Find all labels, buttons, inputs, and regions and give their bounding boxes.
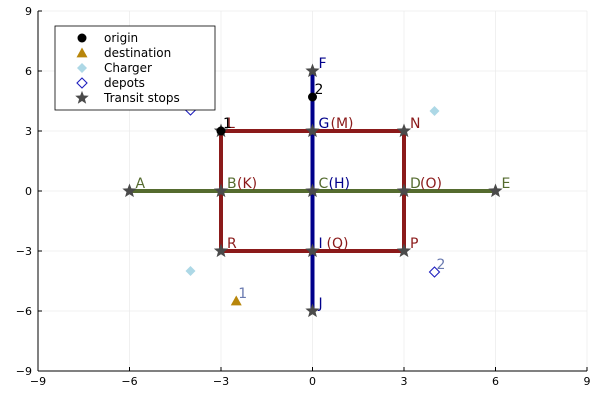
transit-stops-marker bbox=[305, 63, 320, 78]
origin-marker bbox=[308, 92, 317, 102]
stop-label: (Q) bbox=[327, 236, 349, 252]
transit-stops-marker bbox=[305, 303, 320, 318]
point-label: 2 bbox=[437, 257, 446, 273]
stop-label: (M) bbox=[331, 116, 354, 132]
stop-label: (O) bbox=[420, 176, 442, 192]
transit-stops-marker bbox=[305, 123, 320, 138]
y-tick-label: −3 bbox=[16, 245, 32, 258]
x-tick-label: 6 bbox=[492, 375, 499, 388]
x-tick-label: 0 bbox=[309, 375, 316, 388]
y-tick-label: −9 bbox=[16, 365, 32, 378]
stop-label: C bbox=[319, 176, 329, 192]
x-tick-label: 3 bbox=[401, 375, 408, 388]
transit-stops-marker bbox=[396, 123, 412, 138]
point-label: 1 bbox=[238, 286, 247, 302]
transit-stops-marker bbox=[396, 243, 412, 258]
stop-label: N bbox=[410, 116, 420, 132]
stop-label: P bbox=[410, 236, 418, 252]
y-tick-label: 6 bbox=[25, 65, 32, 78]
transit-stops-marker bbox=[305, 243, 320, 258]
transit-stops-marker bbox=[122, 183, 137, 198]
stop-label: R bbox=[227, 236, 237, 252]
legend-depots-marker bbox=[76, 77, 88, 89]
y-tick-label: 0 bbox=[25, 185, 32, 198]
legend-destination-marker bbox=[76, 47, 88, 58]
stop-label: B bbox=[227, 176, 237, 192]
charger-marker bbox=[185, 266, 196, 276]
legend-depots-label: depots bbox=[104, 76, 145, 90]
legend-transit-stops-label: Transit stops bbox=[103, 91, 180, 105]
legend-charger-label: Charger bbox=[104, 61, 152, 75]
legend-destination-label: destination bbox=[104, 46, 171, 60]
stop-label: G bbox=[319, 116, 330, 132]
stop-label: L bbox=[227, 116, 235, 132]
y-tick-label: −6 bbox=[16, 305, 32, 318]
transit-stops-marker bbox=[396, 183, 412, 198]
legend-charger-marker bbox=[77, 63, 87, 73]
y-tick-label: 9 bbox=[25, 5, 32, 18]
stop-label: A bbox=[136, 176, 146, 192]
stop-label: (K) bbox=[237, 176, 257, 192]
stop-label: E bbox=[502, 176, 511, 192]
axis-layer: −9 −6 −3 0 3 6 9 −9 −6 −3 0 3 6 9 bbox=[16, 5, 591, 388]
legend-transit-stops-marker bbox=[75, 90, 89, 104]
transit-stops-marker bbox=[488, 183, 503, 198]
stop-label: (H) bbox=[329, 176, 350, 192]
marker-layer bbox=[122, 63, 503, 318]
x-tick-label: −3 bbox=[213, 375, 229, 388]
depots-marker bbox=[428, 266, 441, 278]
stop-label: J bbox=[318, 296, 323, 312]
legend-origin-label: origin bbox=[104, 31, 138, 45]
point-label: 1 bbox=[223, 116, 232, 132]
legend-origin-marker bbox=[77, 33, 87, 43]
destination-marker bbox=[230, 295, 242, 306]
point-label: 2 bbox=[315, 82, 324, 98]
y-tick-label: 3 bbox=[25, 125, 32, 138]
x-tick-label: −9 bbox=[30, 375, 46, 388]
charger-marker bbox=[429, 106, 440, 116]
label-layer: A B (K) C (H) D (O) E F G (M) I (Q) J L N R P 1 2 1 2 bbox=[136, 56, 511, 312]
stop-label: I bbox=[319, 236, 323, 252]
transit-stops-marker bbox=[213, 183, 229, 198]
transit-stops-marker bbox=[305, 183, 320, 198]
stop-label: F bbox=[319, 56, 327, 72]
origin-marker bbox=[216, 126, 226, 136]
x-tick-label: 9 bbox=[584, 375, 591, 388]
transit-stops-marker bbox=[213, 243, 229, 258]
x-tick-label: −6 bbox=[121, 375, 137, 388]
stop-label: D bbox=[410, 176, 421, 192]
